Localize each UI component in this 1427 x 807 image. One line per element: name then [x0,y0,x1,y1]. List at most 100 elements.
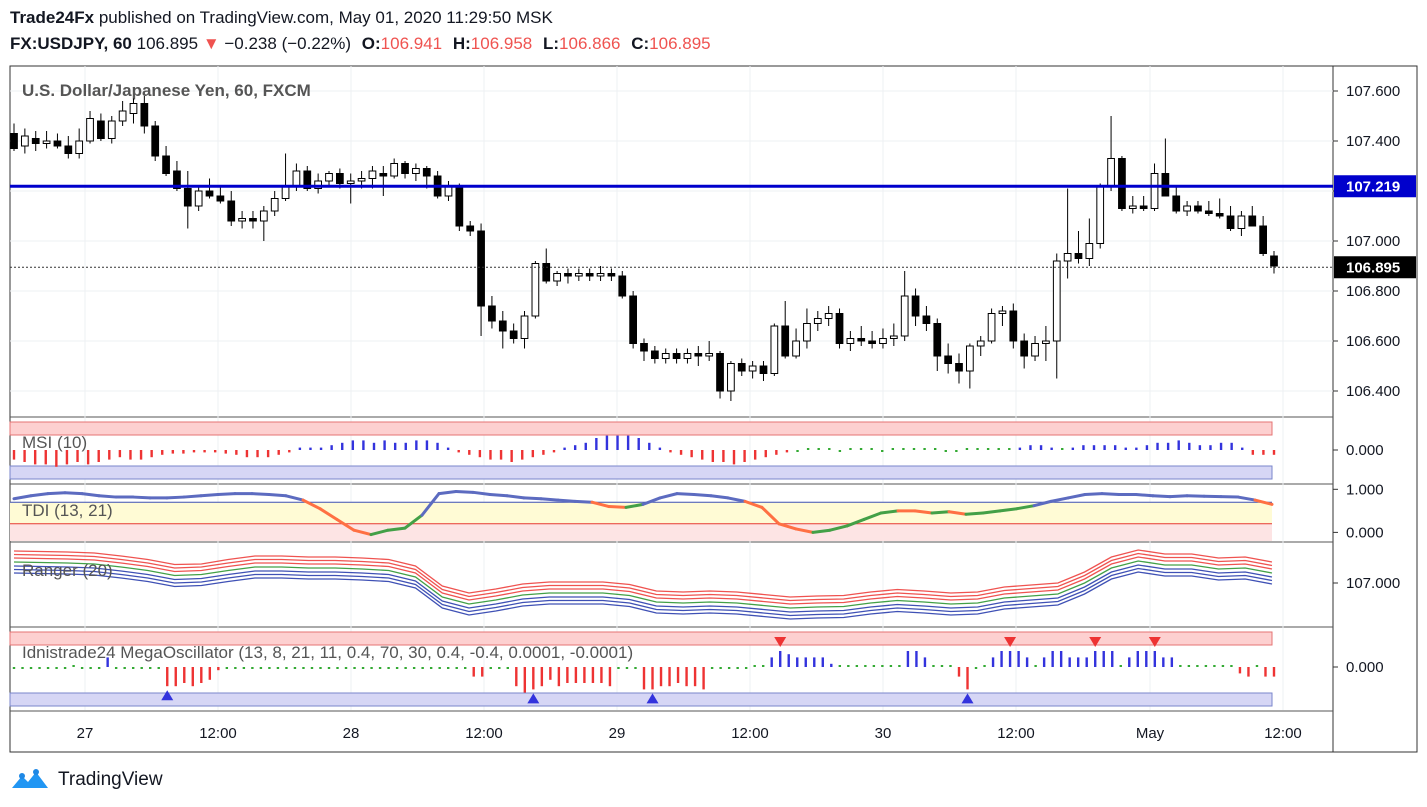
candle-body [281,185,290,199]
histogram-bar [891,448,895,450]
candle-body [520,315,529,339]
indicator-title: MSI (10) [22,433,87,452]
histogram-bar [605,435,609,450]
histogram-bar [702,667,705,690]
candle-body [1204,210,1213,214]
y-tick-label: 106.800 [1346,283,1400,300]
histogram-bar [1238,667,1242,674]
histogram-bar [1221,665,1225,667]
candle-body [1183,205,1191,212]
histogram-bar [549,667,552,680]
histogram-bar [523,667,527,693]
last-price-tag [1334,256,1416,279]
histogram-bar [1085,657,1088,667]
histogram-bar [889,665,893,667]
histogram-bar [813,657,816,667]
histogram-bar [65,450,69,465]
histogram-bar [932,665,935,667]
tdi-line-segment [964,511,985,516]
histogram-bar [912,448,916,450]
tdi-line-segment [726,496,747,503]
tdi-line-segment [369,528,390,537]
candle-body [129,103,138,114]
histogram-bar [21,667,24,669]
histogram-bar [1187,665,1191,667]
histogram-bar [532,667,535,690]
histogram-bar [63,667,67,669]
histogram-bar [1209,445,1212,450]
histogram-bar [591,667,595,683]
histogram-bar [870,448,873,450]
histogram-bar [634,667,637,669]
sell-signal-marker [774,637,787,647]
y-tick-label: 107.600 [1346,83,1400,100]
histogram-bar [923,657,927,667]
histogram-bar [991,657,995,667]
candle-body [716,353,724,392]
candle-body [835,313,844,344]
histogram-bar [131,667,135,669]
candle-body [238,218,246,222]
candle-body [75,140,84,154]
tdi-line-segment [879,509,900,515]
x-tick-label: 12:00 [199,725,237,742]
tdi-line-segment [199,492,220,498]
histogram-bar [531,450,535,458]
symbol-label[interactable]: FX:USDJPY, 60 [10,34,132,53]
histogram-bar [174,667,177,687]
histogram-bar [1034,665,1037,667]
tdi-line-segment [709,494,730,500]
tdi-line-segment [1015,504,1036,511]
histogram-bar [1018,447,1022,450]
histogram-bar [499,450,503,460]
candle-body [781,325,790,357]
histogram-bar [383,440,386,450]
candle-body [694,353,703,357]
histogram-bar [563,447,566,450]
histogram-bar [256,450,259,458]
histogram-bar [330,445,333,450]
footer-brand[interactable]: TradingView [10,766,163,794]
histogram-bar [44,450,47,465]
histogram-bar [1156,442,1159,450]
histogram-bar [404,667,407,669]
histogram-bar [55,667,58,669]
tdi-line-segment [692,492,713,498]
histogram-bar [1204,665,1208,667]
tdi-line-segment [131,495,152,500]
tdi-line-segment [403,513,424,530]
histogram-bar [415,440,418,450]
candle-body [1237,215,1246,229]
histogram-bar [1124,447,1127,450]
tdi-fill [10,502,1272,524]
tdi-line-segment [641,496,662,506]
candle-body [422,168,431,177]
histogram-bar [557,667,561,687]
histogram-bar [761,665,765,667]
histogram-bar [584,442,587,450]
y-tick-label: 106.600 [1346,333,1400,350]
histogram-bar [23,450,26,462]
histogram-bar [1071,447,1075,450]
publisher-name[interactable]: Trade24Fx [10,8,95,27]
candle-body [1009,310,1018,342]
ranger-line-upper3 [13,549,1273,598]
histogram-bar [429,667,433,669]
histogram-bar [1255,665,1259,667]
histogram-bar [361,667,365,669]
histogram-bar [881,665,884,667]
histogram-bar [642,667,646,690]
ranger-line-lower1 [13,564,1273,613]
histogram-bar [208,667,212,680]
histogram-bar [949,665,952,667]
tdi-line-segment [80,492,101,498]
tradingview-logo-icon [12,769,48,788]
candle-body [194,190,203,207]
candle-body [20,135,29,147]
candle-body [140,103,149,127]
histogram-bar [1262,450,1265,455]
histogram-bar [506,667,509,669]
histogram-bar [76,450,79,462]
candle-body [42,140,51,144]
